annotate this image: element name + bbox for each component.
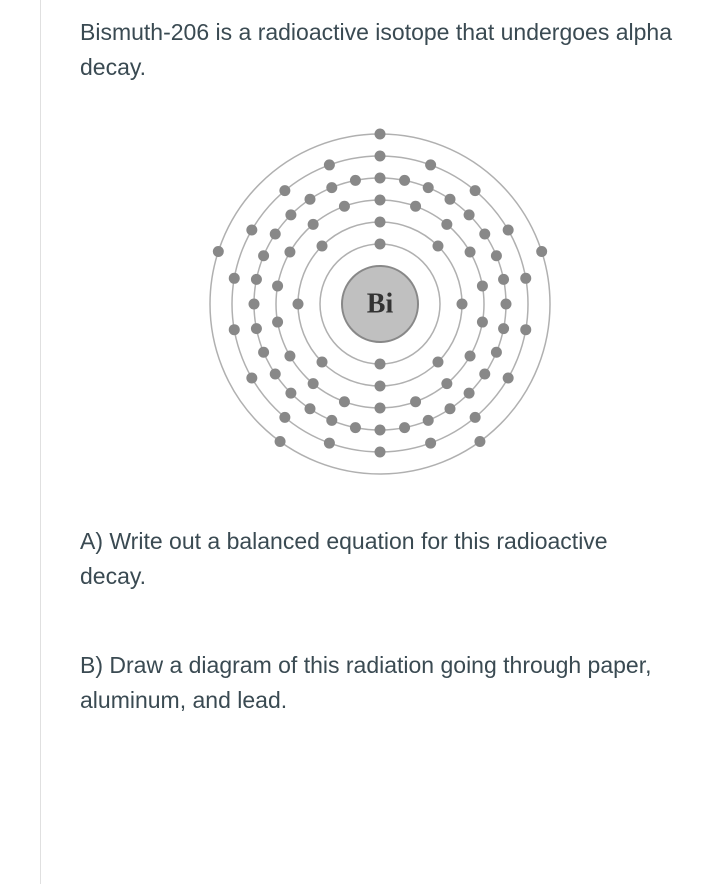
atom-svg: Bi (195, 119, 565, 489)
electron (441, 219, 452, 230)
electron (410, 201, 421, 212)
electron (258, 347, 269, 358)
electron (375, 195, 386, 206)
electron (536, 246, 547, 257)
electron (308, 378, 319, 389)
electron (284, 351, 295, 362)
electron (258, 250, 269, 261)
electron (479, 228, 490, 239)
electron (324, 159, 335, 170)
electron (304, 194, 315, 205)
electron (464, 388, 475, 399)
electron (339, 201, 350, 212)
electron (350, 422, 361, 433)
electron (284, 247, 295, 258)
electron (465, 351, 476, 362)
electron (432, 356, 443, 367)
element-symbol: Bi (367, 289, 394, 320)
electron (464, 209, 475, 220)
electron (324, 438, 335, 449)
electron (308, 219, 319, 230)
electron (498, 323, 509, 334)
electron (326, 182, 337, 193)
electron (213, 246, 224, 257)
intro-text: Bismuth-206 is a radioactive isotope tha… (80, 15, 680, 84)
electron (491, 250, 502, 261)
electron (317, 356, 328, 367)
electron (503, 373, 514, 384)
electron (520, 273, 531, 284)
electron (399, 422, 410, 433)
electron (445, 194, 456, 205)
electron (441, 378, 452, 389)
electron (375, 381, 386, 392)
electron (375, 239, 386, 250)
electron (477, 317, 488, 328)
electron (375, 447, 386, 458)
electron (326, 415, 337, 426)
question-b: B) Draw a diagram of this radiation goin… (80, 648, 680, 717)
electron (491, 347, 502, 358)
electron (501, 299, 512, 310)
electron (272, 280, 283, 291)
electron (470, 412, 481, 423)
electron (270, 369, 281, 380)
electron (423, 415, 434, 426)
electron (375, 403, 386, 414)
electron (375, 129, 386, 140)
electron (375, 173, 386, 184)
content-area: Bismuth-206 is a radioactive isotope tha… (0, 0, 720, 802)
electron (432, 241, 443, 252)
electron (425, 159, 436, 170)
electron (246, 373, 257, 384)
electron (479, 369, 490, 380)
electron (375, 359, 386, 370)
electron (339, 396, 350, 407)
electron (457, 299, 468, 310)
question-a: A) Write out a balanced equation for thi… (80, 524, 680, 593)
electron (425, 438, 436, 449)
electron (229, 273, 240, 284)
electron (293, 299, 304, 310)
electron (445, 403, 456, 414)
electron (375, 425, 386, 436)
electron (375, 151, 386, 162)
electron (317, 241, 328, 252)
electron (520, 324, 531, 335)
electron (279, 412, 290, 423)
electron (251, 274, 262, 285)
electron (477, 280, 488, 291)
electron (279, 185, 290, 196)
electron (350, 175, 361, 186)
electron (423, 182, 434, 193)
electron (474, 436, 485, 447)
electron (503, 225, 514, 236)
electron (470, 185, 481, 196)
electron (246, 225, 257, 236)
electron (275, 436, 286, 447)
electron (465, 247, 476, 258)
electron (285, 209, 296, 220)
electron (229, 324, 240, 335)
electron (285, 388, 296, 399)
electron (375, 217, 386, 228)
electron (410, 396, 421, 407)
left-border (40, 0, 41, 884)
electron (249, 299, 260, 310)
atom-diagram: Bi (195, 119, 565, 489)
electron (251, 323, 262, 334)
electron (498, 274, 509, 285)
electron (399, 175, 410, 186)
electron (272, 317, 283, 328)
electron (270, 228, 281, 239)
electron (304, 403, 315, 414)
